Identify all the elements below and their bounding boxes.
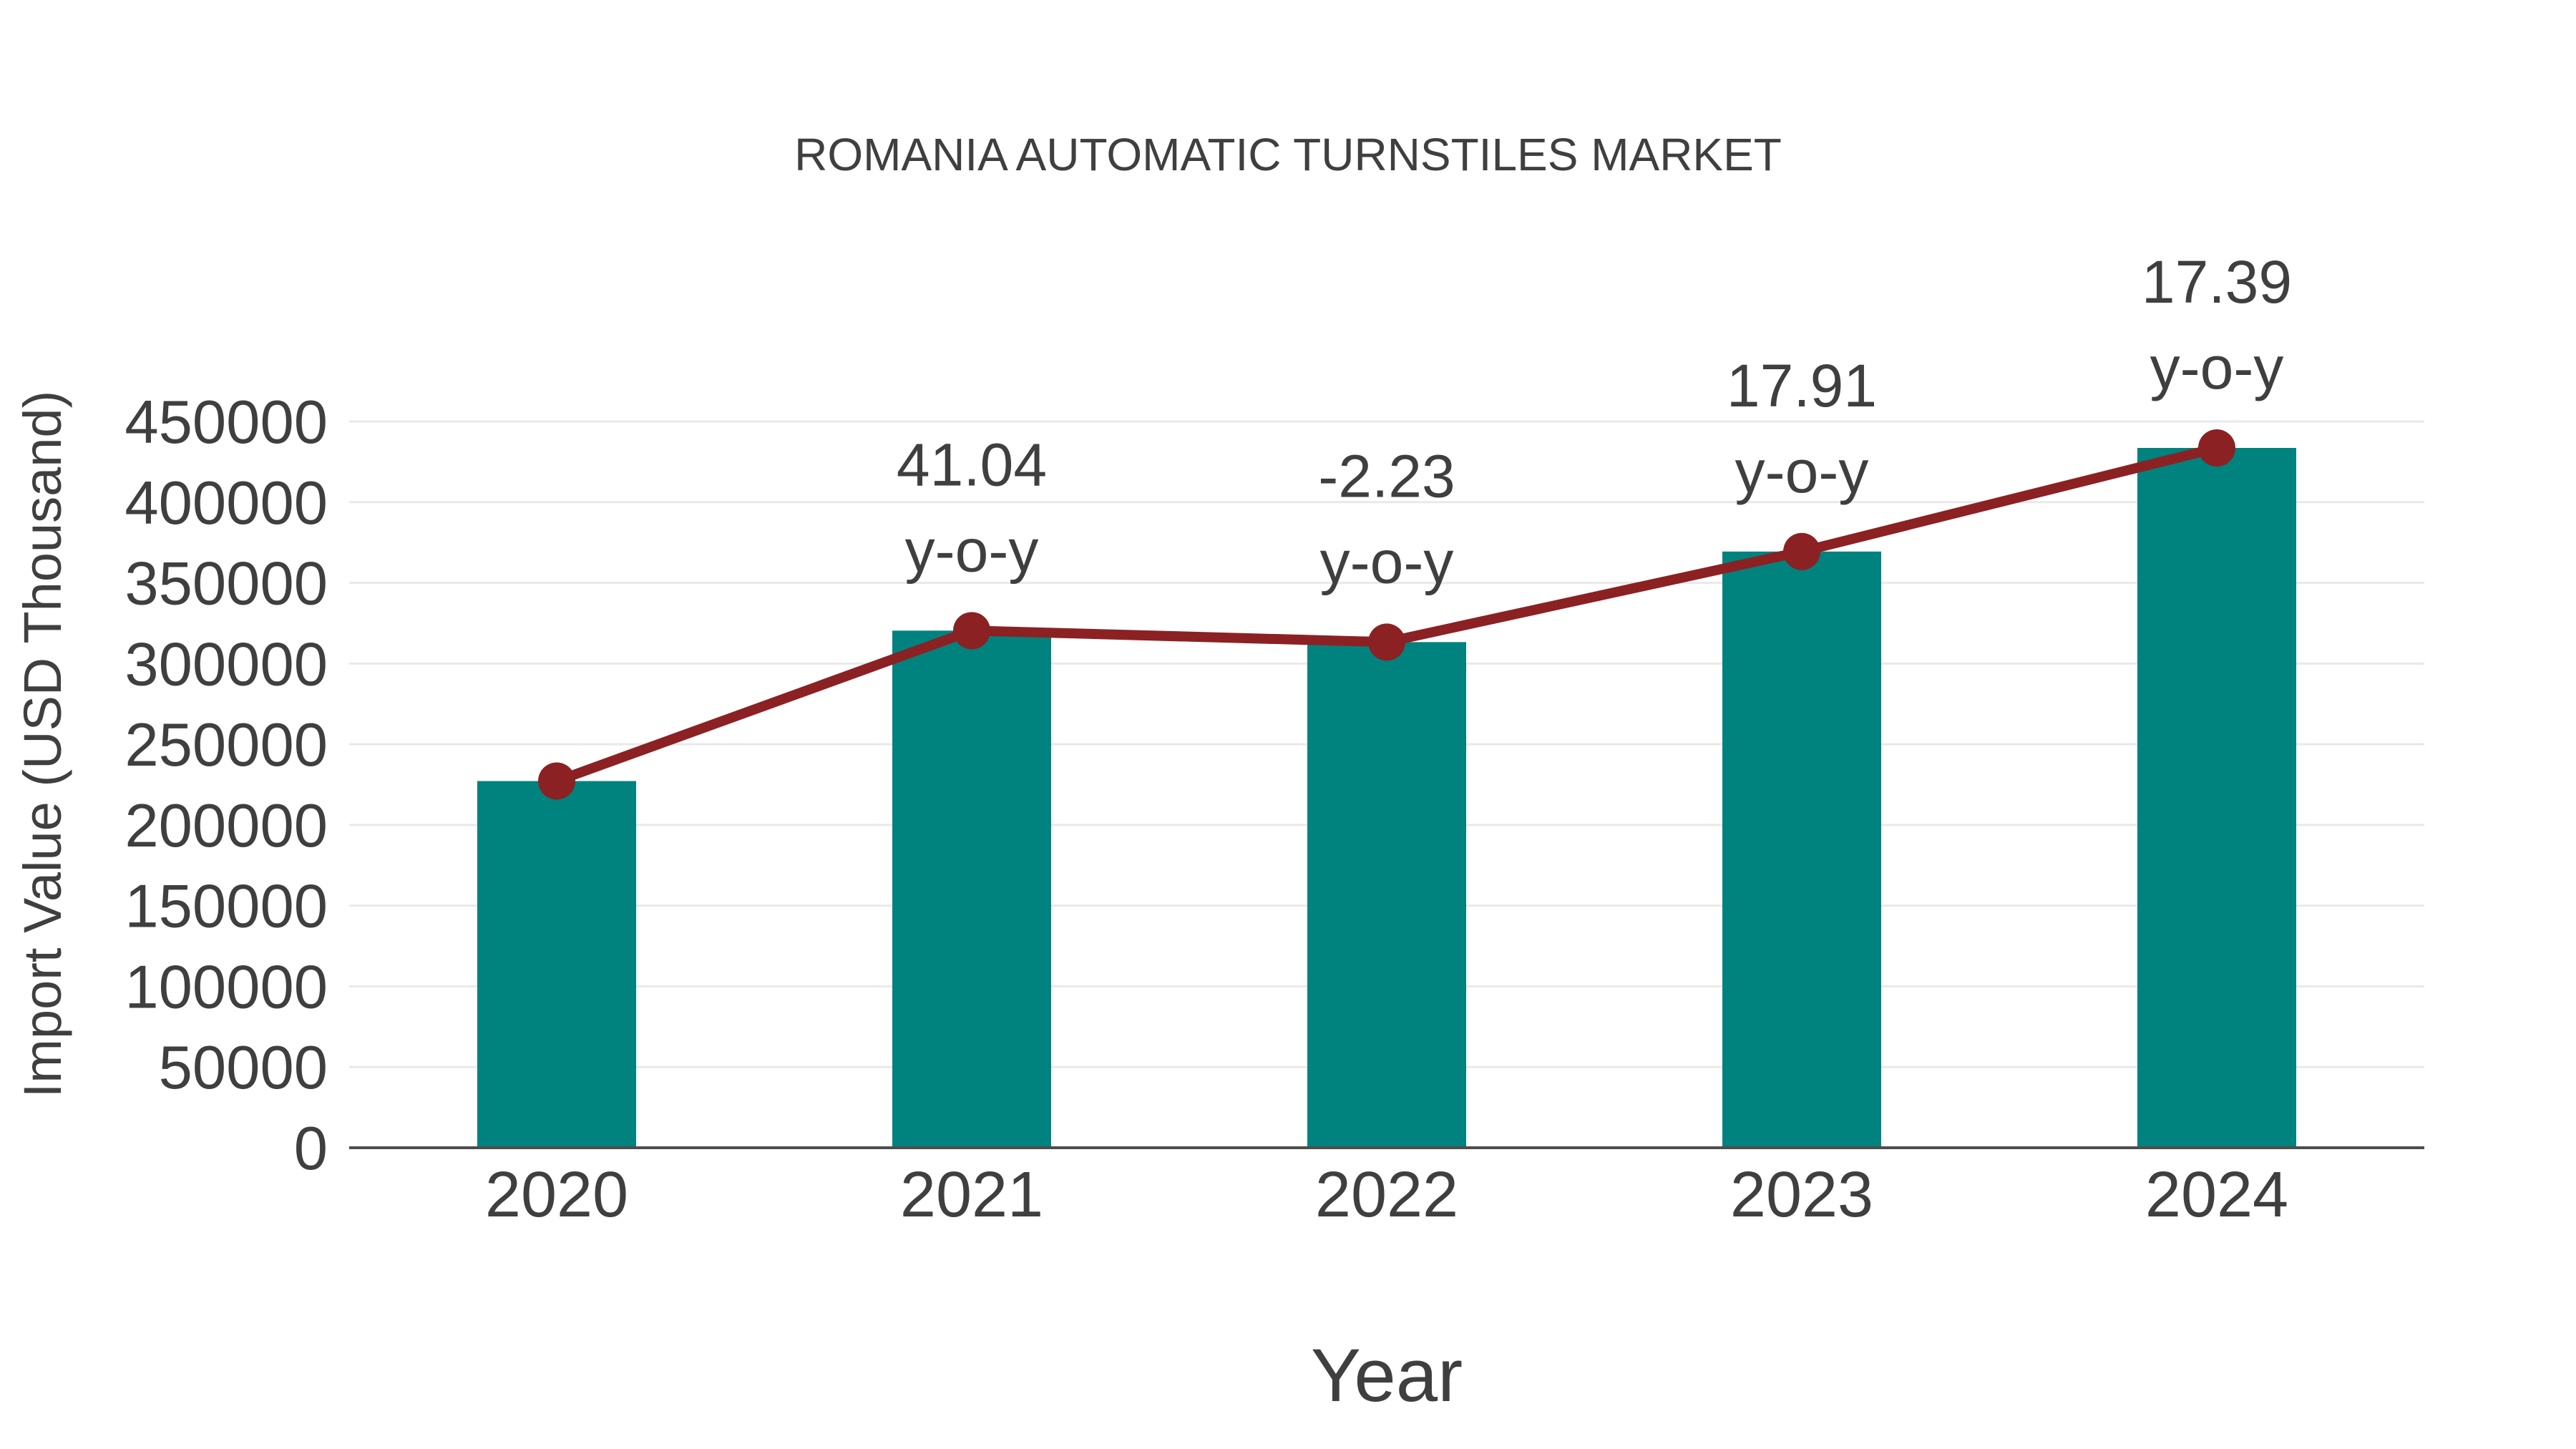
annotation-2023-suffix: y-o-y: [1735, 438, 1869, 505]
annotation-2022-value: -2.23: [1318, 442, 1455, 509]
bar-2021: [892, 630, 1051, 1148]
x-axis-title: Year: [1311, 1334, 1463, 1418]
annotations-layer: 41.04 y-o-y -2.23 y-o-y 17.91 y-o-y 17.39 y-o-y: [897, 248, 2292, 595]
annotation-2021-suffix: y-o-y: [905, 517, 1039, 584]
annotation-2024-suffix: y-o-y: [2150, 334, 2284, 401]
bar-2022: [1307, 642, 1466, 1148]
line-marker-2024: [2198, 429, 2235, 467]
y-tick-label-150000: 150000: [125, 873, 328, 941]
chart-title: ROMANIA AUTOMATIC TURNSTILES MARKET: [794, 129, 1782, 180]
y-axis-title: Import Value (USD Thousand): [13, 391, 72, 1098]
y-tick-label-400000: 400000: [125, 469, 328, 537]
x-tick-label-2020: 2020: [485, 1159, 628, 1231]
annotation-2024-value: 17.39: [2142, 248, 2292, 316]
bar-2023: [1722, 551, 1881, 1148]
y-tick-label-300000: 300000: [125, 630, 328, 698]
x-tick-label-2022: 2022: [1315, 1159, 1458, 1231]
y-tick-label-250000: 250000: [125, 711, 328, 779]
bar-2020: [477, 781, 636, 1148]
annotation-2023-value: 17.91: [1727, 352, 1877, 419]
x-tick-label-2021: 2021: [900, 1159, 1043, 1231]
line-marker-2023: [1783, 532, 1820, 570]
annotation-2021-value: 41.04: [897, 431, 1047, 498]
annotation-2022-suffix: y-o-y: [1320, 528, 1454, 595]
axis-layer: 0 50000 100000 150000 200000 250000 300000 3500…: [125, 389, 2424, 1231]
line-marker-2021: [953, 612, 990, 650]
x-tick-label-2023: 2023: [1730, 1159, 1873, 1231]
y-tick-label-350000: 350000: [125, 550, 328, 618]
y-tick-label-100000: 100000: [125, 953, 328, 1021]
bars-layer: [477, 447, 2296, 1148]
bar-2024: [2137, 447, 2296, 1148]
y-tick-label-50000: 50000: [159, 1034, 328, 1102]
line-marker-2022: [1368, 623, 1405, 661]
line-layer: [538, 429, 2235, 800]
x-tick-label-2024: 2024: [2145, 1159, 2288, 1231]
line-marker-2020: [538, 762, 575, 800]
y-tick-label-200000: 200000: [125, 792, 328, 860]
y-tick-label-450000: 450000: [125, 389, 328, 457]
y-tick-label-0: 0: [294, 1115, 328, 1183]
